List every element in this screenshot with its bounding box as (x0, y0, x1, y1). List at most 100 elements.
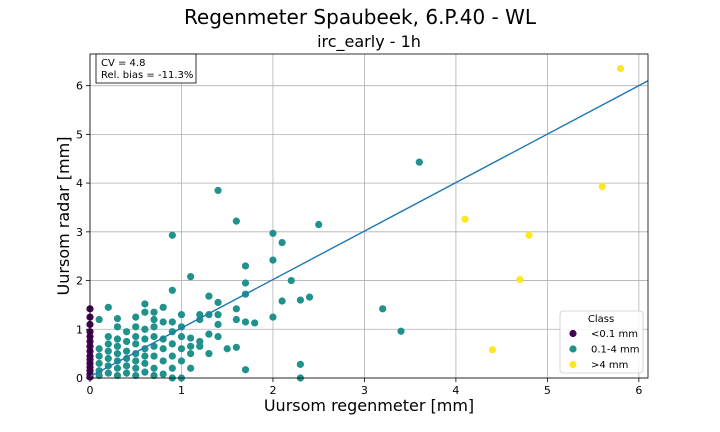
point-s2-5 (616, 65, 625, 73)
point-s1-98 (241, 366, 250, 374)
y-tick-label-0: 0 (76, 372, 83, 385)
point-s1-58 (168, 286, 176, 294)
point-s2-4 (598, 182, 606, 191)
data-points (86, 65, 625, 382)
fit-line-path (89, 80, 649, 378)
point-s1-40 (141, 352, 149, 360)
point-s1-92 (232, 315, 240, 324)
point-s2-3 (525, 231, 533, 239)
point-s1-100 (269, 229, 277, 237)
legend-marker-0 (569, 329, 577, 338)
point-s1-74 (187, 350, 195, 358)
point-s1-107 (296, 360, 304, 368)
point-s1-34 (132, 371, 140, 380)
point-s1-104 (278, 297, 286, 305)
point-s1-5 (95, 371, 103, 380)
point-s1-113 (415, 158, 423, 166)
y-tick-label-5: 5 (76, 128, 83, 141)
point-s1-103 (278, 238, 286, 247)
point-s1-37 (141, 325, 149, 333)
point-s1-112 (397, 327, 405, 335)
point-s1-48 (150, 352, 158, 360)
point-s1-111 (379, 305, 387, 313)
point-s1-80 (205, 292, 213, 300)
point-s1-88 (214, 332, 222, 341)
point-s1-110 (315, 220, 323, 229)
point-s1-49 (150, 364, 158, 372)
point-s1-71 (187, 273, 195, 281)
x-tick-label-1: 1 (178, 384, 185, 397)
point-s1-22 (122, 337, 131, 346)
point-s1-41 (141, 359, 149, 367)
point-s1-67 (177, 332, 186, 341)
point-s1-3 (95, 359, 103, 367)
point-s1-27 (132, 313, 140, 321)
legend: Class <0.1 mm 0.1-4 mm >4 mm (559, 310, 644, 374)
point-s1-62 (168, 352, 176, 360)
point-s1-84 (214, 186, 222, 195)
x-axis-ticks: 0 1 2 3 4 5 6 (87, 378, 642, 397)
point-s1-19 (113, 364, 122, 372)
point-s1-16 (113, 342, 122, 350)
point-s1-36 (141, 308, 149, 316)
point-s1-90 (232, 217, 240, 225)
point-s1-25 (122, 362, 131, 370)
fit-line (89, 80, 649, 378)
point-s1-91 (232, 305, 240, 313)
point-s1-69 (177, 357, 186, 365)
point-s1-102 (269, 313, 277, 321)
point-s1-42 (141, 368, 149, 376)
legend-label-2: >4 mm (591, 360, 628, 371)
legend-marker-1 (569, 345, 577, 353)
point-s1-29 (132, 332, 140, 341)
point-s1-83 (205, 350, 213, 358)
point-s1-17 (113, 350, 122, 358)
point-s1-94 (241, 262, 250, 270)
point-s1-86 (214, 311, 222, 319)
point-s1-23 (122, 347, 131, 355)
point-s1-28 (132, 323, 140, 331)
legend-label-0: <0.1 mm (591, 329, 638, 340)
point-s1-21 (122, 328, 131, 336)
point-s1-46 (150, 332, 158, 341)
point-s1-44 (150, 315, 158, 324)
point-s1-63 (168, 364, 176, 372)
point-s1-15 (113, 335, 122, 343)
point-s1-1 (95, 345, 103, 353)
point-s1-8 (104, 340, 112, 348)
x-tick-label-0: 0 (87, 384, 94, 397)
point-s1-89 (223, 345, 231, 353)
point-s1-55 (159, 357, 167, 365)
stats-box: CV = 4.8 Rel. bias = -11.3% (95, 53, 197, 84)
grid (89, 54, 648, 379)
point-s1-65 (177, 311, 186, 319)
point-s1-101 (269, 256, 277, 264)
point-s1-38 (141, 335, 149, 343)
y-tick-label-6: 6 (76, 80, 83, 93)
x-tick-label-6: 6 (635, 384, 642, 397)
point-s1-0 (95, 315, 103, 324)
legend-label-1: 0.1-4 mm (591, 345, 640, 356)
point-s2-0 (461, 215, 469, 223)
point-s1-52 (159, 318, 167, 326)
point-s1-14 (113, 323, 122, 331)
point-s1-68 (177, 345, 186, 353)
point-s1-47 (150, 342, 158, 350)
point-s1-106 (296, 296, 304, 304)
stats-bias: Rel. bias = -11.3% (101, 70, 193, 81)
point-s1-105 (287, 276, 295, 285)
legend-marker-2 (569, 360, 577, 369)
point-s1-30 (132, 340, 140, 348)
point-s2-1 (488, 346, 497, 354)
point-s1-97 (241, 318, 250, 326)
point-s1-43 (150, 308, 158, 316)
point-s1-13 (113, 314, 122, 323)
y-tick-label-1: 1 (76, 323, 83, 336)
point-s1-54 (159, 345, 167, 353)
point-s1-32 (132, 357, 140, 365)
point-s1-59 (168, 318, 176, 326)
stats-cv: CV = 4.8 (101, 58, 145, 69)
point-s1-61 (168, 340, 176, 348)
series-2 (461, 65, 625, 354)
